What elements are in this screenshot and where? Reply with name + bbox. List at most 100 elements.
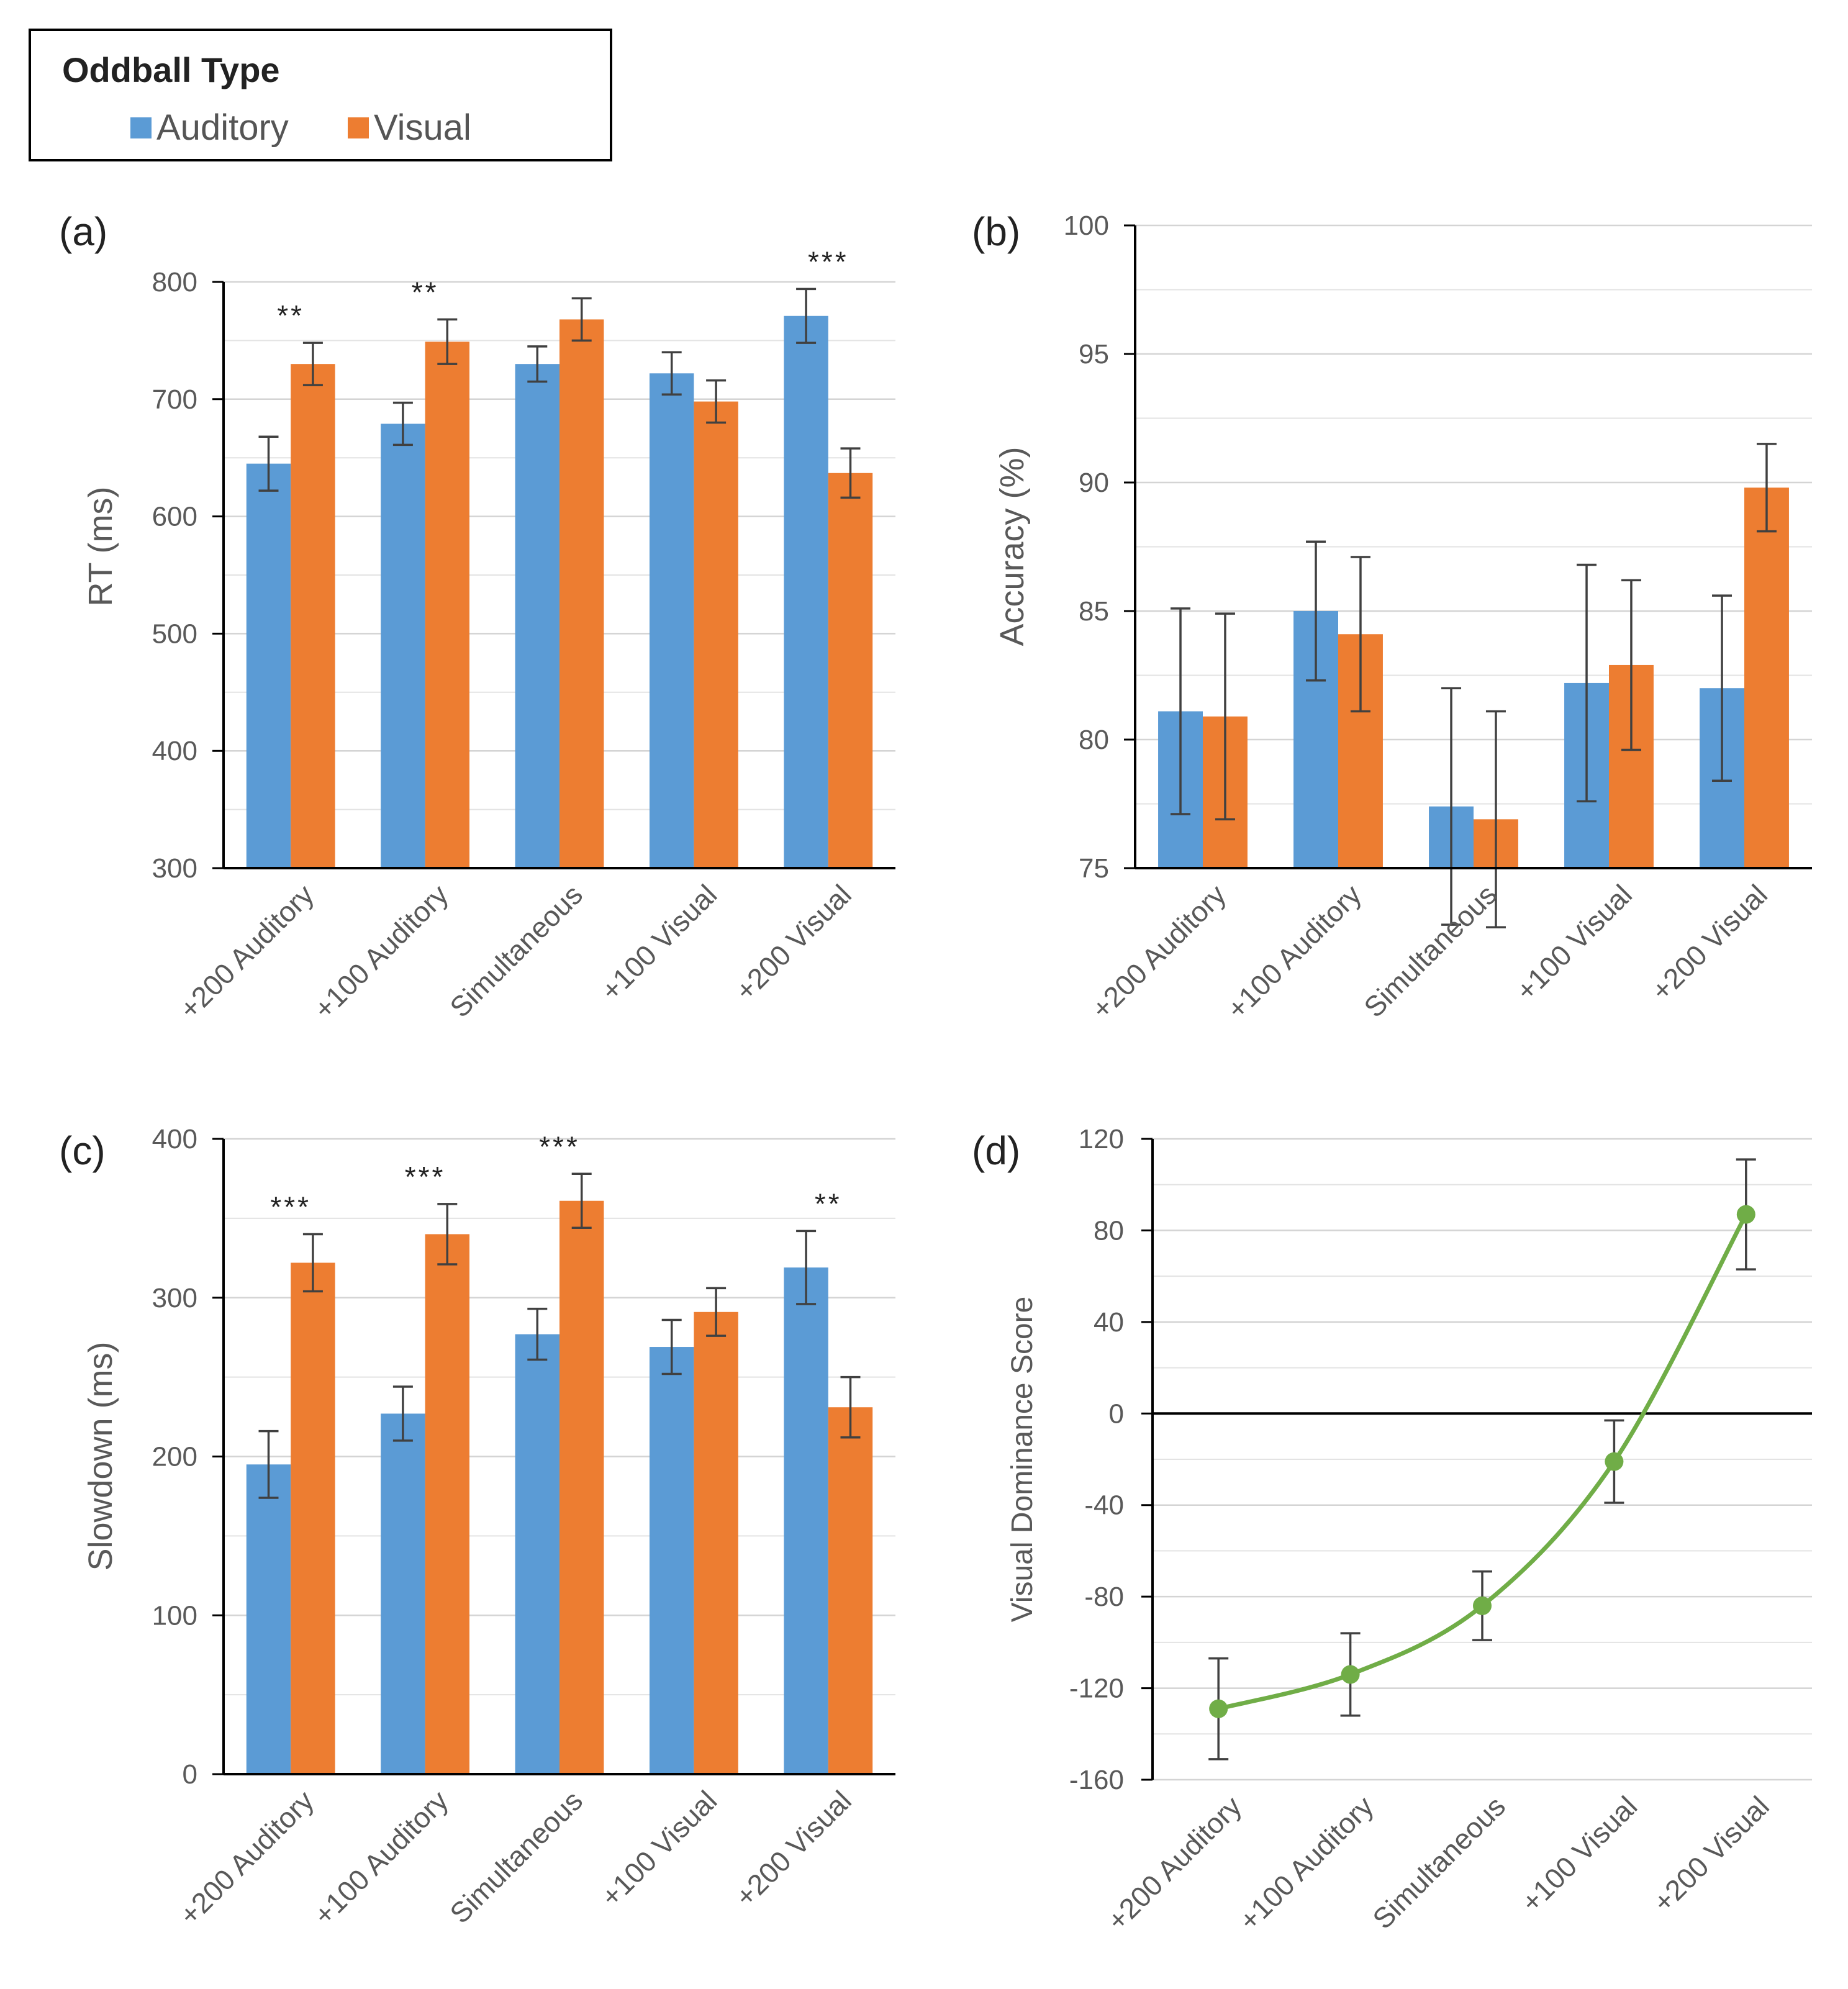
y-tick-label: -40	[1084, 1490, 1124, 1521]
bar-visual	[559, 1200, 604, 1774]
x-category-label: +100 Visual	[1510, 878, 1638, 1007]
series-point	[1736, 1205, 1755, 1224]
x-category-label: +100 Auditory	[1233, 1790, 1380, 1937]
y-tick-label: 500	[152, 618, 197, 649]
panel-label: (d)	[972, 1128, 1020, 1173]
y-tick-label: 80	[1079, 725, 1109, 755]
y-tick-label: 75	[1079, 853, 1109, 884]
legend-swatch-auditory	[130, 117, 152, 138]
y-tick-label: 100	[152, 1600, 197, 1631]
series-line	[1218, 1213, 1748, 1711]
x-category-label: +200 Auditory	[1101, 1790, 1248, 1937]
y-tick-label: 0	[1109, 1398, 1124, 1429]
bar-visual	[828, 473, 873, 868]
legend-label-auditory: Auditory	[156, 107, 289, 148]
bar-auditory	[381, 1413, 425, 1774]
y-tick-label: 40	[1094, 1307, 1124, 1338]
bar-visual	[694, 401, 738, 868]
y-axis-title: Accuracy (%)	[994, 446, 1031, 646]
x-category-label: +200 Auditory	[173, 1784, 320, 1931]
series-point	[1605, 1452, 1624, 1471]
y-tick-label: 600	[152, 502, 197, 532]
bar-visual	[425, 1234, 470, 1774]
significance-marker: ***	[539, 1130, 580, 1162]
x-category-label: +100 Visual	[1515, 1790, 1643, 1918]
bar-visual	[291, 364, 335, 868]
bar-auditory	[784, 1267, 828, 1774]
legend-title: Oddball Type	[62, 50, 280, 89]
y-tick-label: 300	[152, 1283, 197, 1313]
significance-marker: **	[815, 1187, 842, 1220]
y-tick-label: 400	[152, 736, 197, 766]
y-tick-label: 100	[1064, 211, 1109, 241]
panel-label: (c)	[59, 1128, 106, 1173]
bar-auditory	[649, 1347, 694, 1774]
y-tick-label: 700	[152, 384, 197, 415]
significance-marker: ***	[405, 1161, 446, 1193]
x-category-label: +200 Visual	[1647, 1790, 1775, 1918]
significance-marker: ***	[270, 1190, 311, 1223]
panel-label: (b)	[972, 209, 1020, 254]
y-tick-label: 90	[1079, 468, 1109, 498]
x-category-label: Simultaneous	[443, 878, 589, 1023]
bar-auditory	[784, 315, 828, 868]
series-point	[1341, 1665, 1360, 1684]
x-category-label: +100 Auditory	[1220, 878, 1367, 1025]
bar-visual	[828, 1407, 873, 1774]
x-category-label: +200 Visual	[729, 878, 858, 1007]
bar-visual	[1744, 487, 1789, 868]
panel-label: (a)	[59, 209, 107, 254]
y-axis-title: Visual Dominance Score	[1006, 1297, 1039, 1623]
x-category-label: +100 Auditory	[307, 1784, 455, 1931]
legend-item-auditory: Auditory	[130, 107, 289, 148]
bar-auditory	[515, 364, 559, 868]
legend-label-visual: Visual	[374, 107, 471, 148]
y-axis-title: RT (ms)	[82, 487, 119, 607]
y-tick-label: 120	[1079, 1124, 1124, 1154]
x-category-label: +100 Visual	[594, 1784, 723, 1913]
y-tick-label: 800	[152, 267, 197, 297]
bar-auditory	[649, 373, 694, 868]
legend-swatch-visual	[348, 117, 369, 138]
y-tick-label: 80	[1094, 1215, 1124, 1246]
chart-panel-1: 75 80 85 90 95 100 +200 Auditory+100 AuditoryS…	[972, 209, 1812, 1025]
x-category-label: +200 Visual	[729, 1784, 858, 1913]
y-tick-label: 0	[183, 1759, 197, 1790]
y-tick-label: 200	[152, 1442, 197, 1472]
legend-item-visual: Visual	[348, 107, 471, 148]
x-category-label: +200 Auditory	[173, 878, 320, 1025]
y-tick-label: -80	[1084, 1582, 1124, 1612]
y-axis-title: Slowdown (ms)	[82, 1341, 119, 1570]
bar-visual	[425, 342, 470, 868]
significance-marker: **	[277, 299, 304, 332]
y-tick-label: 400	[152, 1124, 197, 1154]
y-tick-label: 95	[1079, 339, 1109, 369]
x-category-label: +100 Auditory	[307, 878, 455, 1025]
bar-visual	[559, 319, 604, 868]
y-tick-label: -120	[1069, 1674, 1124, 1704]
x-category-label: Simultaneous	[1357, 878, 1503, 1023]
series-point	[1209, 1699, 1228, 1718]
legend-box: Oddball Type Auditory Visual	[29, 29, 612, 161]
bar-auditory	[246, 463, 291, 868]
x-category-label: +100 Visual	[594, 878, 723, 1007]
bar-visual	[694, 1312, 738, 1774]
y-tick-label: 300	[152, 853, 197, 884]
y-tick-label: 85	[1079, 596, 1109, 627]
bar-visual	[291, 1262, 335, 1774]
bar-auditory	[381, 424, 425, 868]
x-category-label: +200 Visual	[1645, 878, 1773, 1007]
significance-marker: ***	[808, 245, 849, 278]
x-category-label: +200 Auditory	[1085, 878, 1232, 1025]
bar-auditory	[515, 1334, 559, 1774]
bar-auditory	[246, 1464, 291, 1774]
x-category-label: Simultaneous	[1366, 1790, 1511, 1935]
series-point	[1473, 1596, 1492, 1615]
x-category-label: Simultaneous	[443, 1784, 589, 1929]
significance-marker: **	[412, 276, 439, 308]
y-tick-label: -160	[1069, 1765, 1124, 1795]
